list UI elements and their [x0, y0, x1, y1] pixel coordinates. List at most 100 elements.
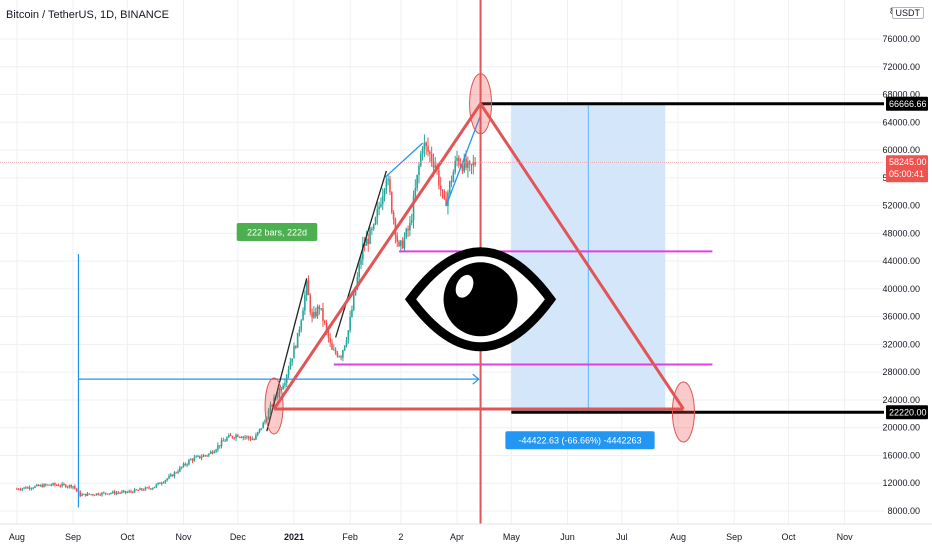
red-triangle[interactable]	[272, 0, 685, 524]
y-axis[interactable]: 76000.00 72000.00 68000.00 64000.00 60000.00…	[882, 0, 932, 550]
candle-body	[74, 486, 76, 489]
candle-body	[323, 320, 326, 324]
candle-body	[371, 228, 373, 230]
candle-body	[461, 165, 464, 172]
level-tag-upper: 66666.66	[889, 99, 927, 109]
candle-body	[170, 474, 172, 477]
candle-body	[133, 489, 136, 493]
y-tick-label: 8000.00	[887, 506, 920, 516]
candle-body	[83, 493, 85, 495]
candle-body	[458, 157, 460, 165]
candle-body	[363, 244, 366, 246]
candle-body	[54, 483, 56, 485]
candle-body	[135, 489, 138, 491]
candle-body	[347, 330, 350, 341]
candle-body	[235, 435, 237, 439]
candle-body	[313, 311, 315, 318]
candle-body	[97, 493, 100, 495]
candle-body	[220, 440, 223, 447]
candle-body	[356, 276, 359, 290]
current-price-tag-bg	[886, 155, 928, 183]
candle-body	[336, 353, 339, 357]
candle-body	[50, 484, 53, 486]
candle-body	[115, 492, 118, 494]
candle-body	[253, 439, 255, 441]
currency-selector[interactable]: USDT	[891, 7, 924, 19]
range-label[interactable]: 222 bars, 222d	[236, 222, 318, 241]
x-axis[interactable]: Aug Sep Oct Nov Dec 2021 Feb 2 Apr May Jun Jul Aug Se…	[0, 523, 932, 550]
candle-body	[206, 455, 208, 457]
candle-body	[137, 489, 140, 491]
candle-body	[343, 345, 346, 351]
candle-body	[378, 206, 380, 210]
candle-body	[39, 485, 42, 487]
candle-body	[189, 459, 192, 461]
candle-body	[217, 445, 219, 450]
vertex-ellipse[interactable]	[671, 381, 695, 443]
candle-body	[64, 484, 67, 488]
candle-body	[45, 484, 47, 486]
candle-body	[128, 491, 130, 493]
candle-body	[410, 220, 413, 223]
candle-body	[113, 491, 116, 494]
candle-body	[237, 435, 239, 437]
candle-body	[345, 340, 348, 346]
candle-body	[59, 485, 62, 487]
y-tick-label: 64000.00	[882, 117, 920, 127]
candle-body	[79, 491, 82, 497]
candle-body	[126, 492, 129, 494]
candle-body	[470, 164, 473, 166]
trend-line-2[interactable]	[335, 170, 387, 338]
candle-body	[146, 487, 149, 489]
candle-body	[262, 422, 264, 429]
blue-trend-line-2[interactable]	[384, 142, 424, 179]
x-tick-label: Sep	[726, 532, 742, 542]
candle-body	[200, 456, 203, 458]
candle-body	[208, 453, 210, 456]
candle-body	[322, 308, 324, 321]
candle-body	[182, 463, 185, 467]
candle-body	[213, 451, 216, 454]
candle-body	[198, 455, 201, 458]
candle-body	[131, 491, 134, 493]
candle-body	[122, 490, 125, 492]
candle-body	[246, 436, 248, 438]
candle-body	[255, 434, 257, 440]
trend-line-1[interactable]	[266, 278, 308, 432]
candle-body	[443, 190, 446, 199]
candle-body	[81, 494, 83, 497]
candle-body	[269, 404, 272, 411]
candle-body	[276, 395, 279, 398]
candle-body	[63, 483, 65, 485]
candle-body	[30, 488, 33, 490]
x-tick-label: Sep	[65, 532, 81, 542]
candle-body	[88, 493, 91, 495]
candle-body	[434, 165, 437, 168]
candle-body	[84, 493, 87, 496]
y-tick-label: 32000.00	[882, 339, 920, 349]
candle-body	[401, 240, 404, 249]
measure-label[interactable]: -44422.63 (-66.66%) -4442263	[505, 431, 655, 450]
candle-body	[157, 482, 159, 485]
candle-body	[229, 435, 232, 437]
candle-body	[468, 161, 471, 165]
candle-body	[175, 472, 178, 474]
candle-body	[439, 185, 442, 190]
candle-body	[227, 435, 230, 438]
y-tick-label: 76000.00	[882, 34, 920, 44]
symbol-title: Bitcoin / TetherUS, 1D, BINANCE	[6, 9, 170, 21]
candle-body	[231, 436, 234, 438]
vertex-ellipse[interactable]	[264, 377, 284, 435]
vertex-ellipse[interactable]	[469, 73, 493, 135]
candle-body	[180, 466, 183, 468]
candle-body	[423, 142, 426, 150]
level-tag-lower: 22220.00	[889, 407, 927, 417]
candle-body	[218, 445, 221, 447]
candle-body	[387, 179, 389, 181]
candle-body	[86, 493, 89, 496]
candle-body	[307, 280, 310, 296]
candle-body	[23, 487, 25, 489]
candle-body	[325, 323, 328, 331]
